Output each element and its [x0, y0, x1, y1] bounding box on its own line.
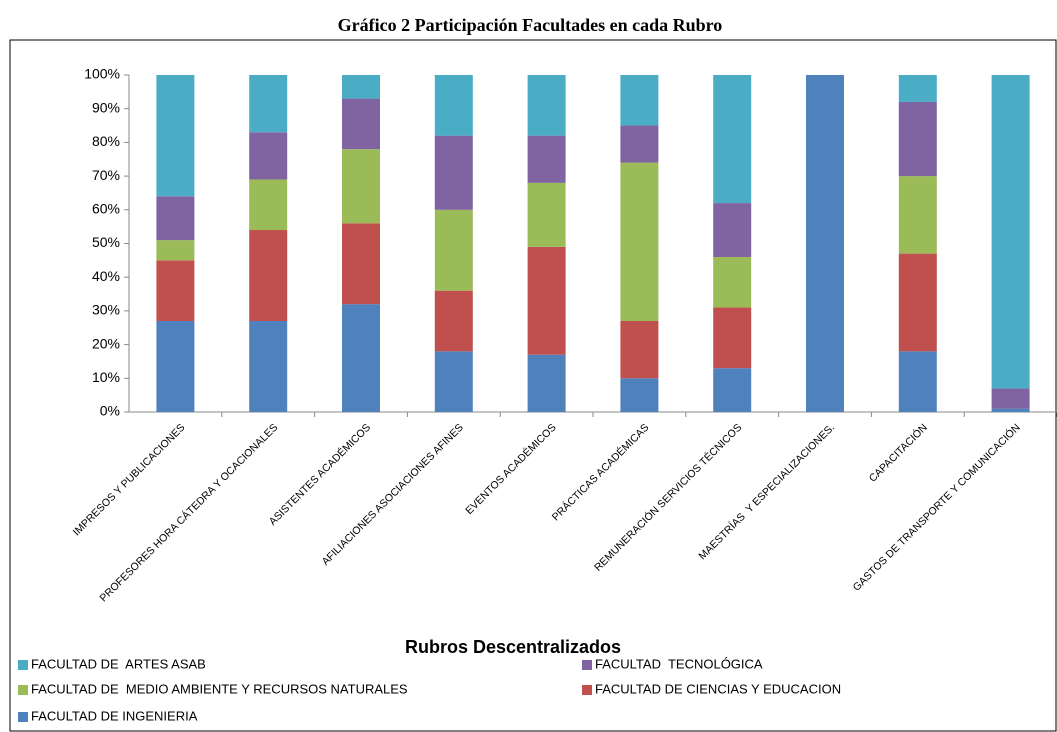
bar-segment [806, 75, 844, 412]
legend-label: FACULTAD DE MEDIO AMBIENTE Y RECURSOS NA… [31, 681, 408, 696]
bar-segment [156, 196, 195, 241]
legend-label: FACULTAD DE INGENIERIA [31, 708, 198, 723]
bar-segment [713, 307, 752, 369]
bar-segment [620, 75, 659, 126]
y-tick-label: 10% [92, 369, 120, 385]
chart-title: Gráfico 2 Participación Facultades en ca… [338, 15, 723, 35]
bar-segment [342, 75, 380, 99]
bar-segment [156, 260, 195, 322]
legend-swatch [582, 660, 592, 670]
y-tick-label: 60% [92, 201, 120, 217]
bar-segment [434, 351, 473, 412]
legend-label: FACULTAD DE CIENCIAS Y EDUCACION [595, 681, 841, 696]
y-tick-label: 0% [100, 403, 120, 419]
bar-segment [898, 75, 937, 102]
bar-segment [991, 388, 1030, 409]
y-tick-label: 20% [92, 335, 120, 351]
bar-segment [434, 135, 473, 210]
bar-segment [249, 179, 288, 231]
bar-segment [898, 351, 937, 412]
y-tick-label: 30% [92, 302, 120, 318]
bar-segment [434, 290, 473, 352]
bar-segment [527, 182, 566, 247]
x-tick-label: EVENTOS ACADÉMICOS [463, 421, 559, 517]
legend-swatch [18, 660, 28, 670]
bar-segment [249, 230, 288, 322]
bar-segment [620, 378, 659, 412]
y-tick-label: 70% [92, 167, 120, 183]
bar-segment [342, 98, 380, 150]
y-tick-label: 90% [92, 99, 120, 115]
bar-segment [713, 368, 752, 412]
legend-label: FACULTAD TECNOLÓGICA [595, 656, 763, 671]
bar-segment [898, 176, 937, 254]
legend-label: FACULTAD DE ARTES ASAB [31, 656, 206, 671]
bar-segment [620, 162, 659, 322]
bar-segment [342, 304, 380, 412]
legend-swatch [18, 685, 28, 695]
bar-segment [713, 256, 752, 308]
bar-segment [156, 321, 195, 412]
y-tick-label: 40% [92, 268, 120, 284]
bar-segment [527, 75, 566, 136]
bar-segment [898, 101, 937, 177]
y-tick-label: 50% [92, 234, 120, 250]
x-tick-label: CAPACITACIÓN [866, 421, 930, 485]
bar-segment [527, 354, 566, 412]
x-tick-label: PROFESORES HORA CÁTEDRA Y OCACIONALES [97, 421, 280, 604]
x-tick-label: PRÁCTICAS ACADÉMICAS [549, 421, 651, 523]
bar-segment [342, 223, 380, 305]
bar-segment [249, 321, 288, 412]
y-tick-label: 100% [84, 66, 120, 82]
legend-swatch [18, 712, 28, 722]
x-tick-label: ASISTENTES ACADÉMICOS [266, 421, 373, 528]
bar-segment [898, 253, 937, 352]
bar-segment [249, 75, 288, 133]
bar-segment [620, 125, 659, 163]
y-tick-label: 80% [92, 133, 120, 149]
bar-segment [434, 209, 473, 291]
bar-segment [991, 408, 1030, 412]
bar-segment [713, 203, 752, 257]
bar-segment [342, 149, 380, 224]
bar-segment [156, 75, 195, 197]
x-tick-label: IMPRESOS Y PUBLICACIONES [71, 422, 188, 539]
bar-segment [991, 75, 1030, 389]
chart-frame [9, 39, 1057, 732]
x-tick-label: REMUNERACIÓN SERVICIOS TÉCNICOS [591, 421, 744, 574]
bar-segment [620, 321, 659, 379]
bar-segment [434, 75, 473, 136]
x-tick-label: GASTOS DE TRANSPORTE Y COMUNICACIÓN [850, 421, 1023, 594]
bar-segment [249, 132, 288, 180]
legend-swatch [582, 685, 592, 695]
bar-segment [713, 75, 752, 204]
bar-segment [156, 240, 195, 261]
bar-segment [527, 246, 566, 355]
bar-segment [527, 135, 566, 183]
x-axis-title: Rubros Descentralizados [405, 637, 621, 657]
